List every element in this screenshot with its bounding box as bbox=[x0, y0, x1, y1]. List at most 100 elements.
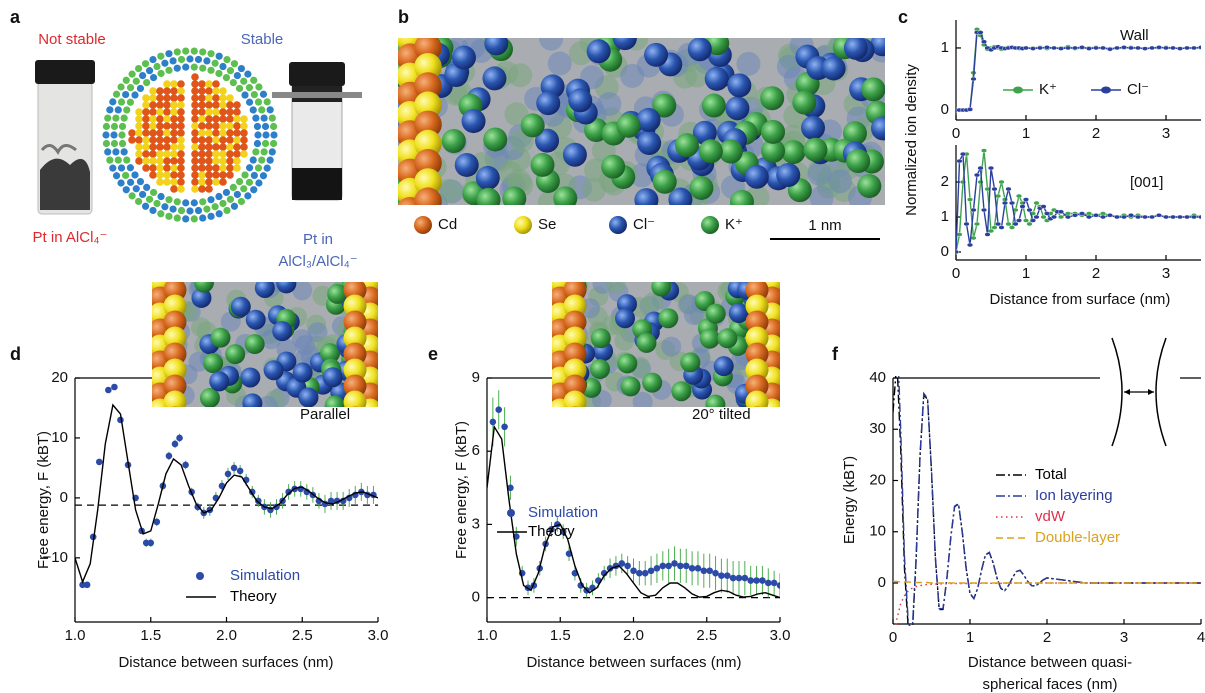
ion bbox=[644, 42, 669, 67]
ion bbox=[242, 393, 263, 407]
ligand bbox=[237, 197, 246, 206]
marker bbox=[1190, 214, 1197, 220]
y-tick-label: 0 bbox=[941, 243, 949, 260]
point bbox=[700, 567, 708, 575]
point bbox=[153, 518, 161, 526]
ligand bbox=[262, 131, 270, 139]
core-atom bbox=[226, 94, 234, 102]
point bbox=[636, 569, 643, 577]
core-atom bbox=[212, 94, 220, 102]
core-atom bbox=[142, 157, 150, 165]
ion bbox=[801, 115, 826, 140]
crystal-atom bbox=[163, 326, 187, 350]
marker bbox=[977, 165, 984, 171]
marker bbox=[988, 228, 995, 234]
marker bbox=[1198, 214, 1201, 220]
ion bbox=[191, 287, 212, 308]
ligand bbox=[261, 139, 270, 148]
marker bbox=[1183, 45, 1190, 51]
ligand bbox=[157, 192, 165, 201]
marker bbox=[1169, 45, 1176, 51]
core-atom bbox=[149, 94, 157, 102]
core-atom bbox=[226, 171, 234, 179]
point bbox=[618, 560, 626, 567]
point bbox=[712, 569, 719, 577]
ion bbox=[680, 352, 701, 373]
ligand bbox=[173, 198, 181, 206]
ligand bbox=[240, 185, 248, 193]
core-atom bbox=[191, 101, 199, 109]
core-atom bbox=[212, 136, 220, 144]
x-tick-label: 2 bbox=[1092, 125, 1100, 142]
ligand bbox=[203, 205, 211, 213]
ligand bbox=[110, 122, 119, 131]
ligand bbox=[102, 122, 111, 131]
ligand bbox=[118, 139, 127, 148]
ion bbox=[324, 395, 345, 407]
y-tick-label: 30 bbox=[869, 420, 886, 437]
core-atom bbox=[233, 122, 241, 130]
marker bbox=[1113, 214, 1120, 220]
core-atom bbox=[156, 164, 164, 172]
ion bbox=[857, 174, 882, 199]
core-atom bbox=[170, 94, 178, 102]
core-atom bbox=[205, 94, 213, 102]
marker bbox=[1040, 214, 1047, 220]
point bbox=[236, 467, 244, 475]
x-tick-label: 3.0 bbox=[770, 627, 791, 644]
core-atom bbox=[198, 150, 206, 158]
ligand bbox=[253, 122, 262, 131]
y-axis-label: Free energy, F (kBT) bbox=[453, 421, 470, 559]
core-atom bbox=[149, 122, 157, 130]
core-atom bbox=[212, 129, 220, 137]
ion bbox=[728, 303, 749, 324]
series-line bbox=[956, 26, 1201, 111]
crystal-atom bbox=[563, 310, 587, 334]
ligand bbox=[132, 77, 140, 85]
crystal-atom bbox=[414, 149, 442, 177]
series-line bbox=[487, 424, 780, 599]
scale-bar-label: 1 nm bbox=[808, 217, 841, 234]
ligand bbox=[112, 114, 120, 122]
legend-label: Simulation bbox=[528, 504, 598, 521]
ligand bbox=[165, 196, 173, 204]
ligand bbox=[250, 171, 258, 180]
ion bbox=[254, 282, 275, 298]
ion bbox=[244, 334, 265, 355]
core-atom bbox=[212, 108, 220, 116]
x-axis-label: Distance between surfaces (nm) bbox=[526, 654, 741, 671]
ion bbox=[553, 186, 578, 205]
inset-diagram bbox=[1100, 336, 1180, 448]
ligand bbox=[173, 48, 181, 56]
core-atom bbox=[212, 150, 220, 158]
nanoparticle bbox=[102, 47, 278, 223]
marker bbox=[960, 151, 967, 157]
core-atom bbox=[142, 164, 150, 172]
marker bbox=[1071, 213, 1078, 218]
point bbox=[147, 539, 155, 547]
x-tick-label: 1 bbox=[1022, 265, 1030, 282]
marker bbox=[998, 225, 1005, 230]
ligand bbox=[177, 55, 186, 64]
ion bbox=[698, 139, 723, 164]
ion bbox=[568, 88, 593, 113]
crystal-atom bbox=[571, 406, 579, 407]
core-atom bbox=[198, 178, 206, 186]
core-atom bbox=[198, 94, 206, 102]
ion bbox=[870, 116, 885, 141]
marker bbox=[1078, 45, 1085, 50]
marker bbox=[1099, 214, 1106, 220]
point bbox=[182, 461, 189, 469]
core-atom bbox=[219, 94, 227, 102]
ligand bbox=[255, 179, 263, 187]
crystal-atom bbox=[343, 358, 367, 382]
core-atom bbox=[177, 115, 185, 123]
core-atom bbox=[240, 122, 248, 130]
marker bbox=[1071, 45, 1078, 51]
ion bbox=[717, 328, 738, 349]
core-atom bbox=[156, 143, 164, 151]
annotation: 20° tilted bbox=[692, 406, 751, 423]
ligand bbox=[126, 84, 135, 92]
ion-faded bbox=[292, 282, 313, 301]
